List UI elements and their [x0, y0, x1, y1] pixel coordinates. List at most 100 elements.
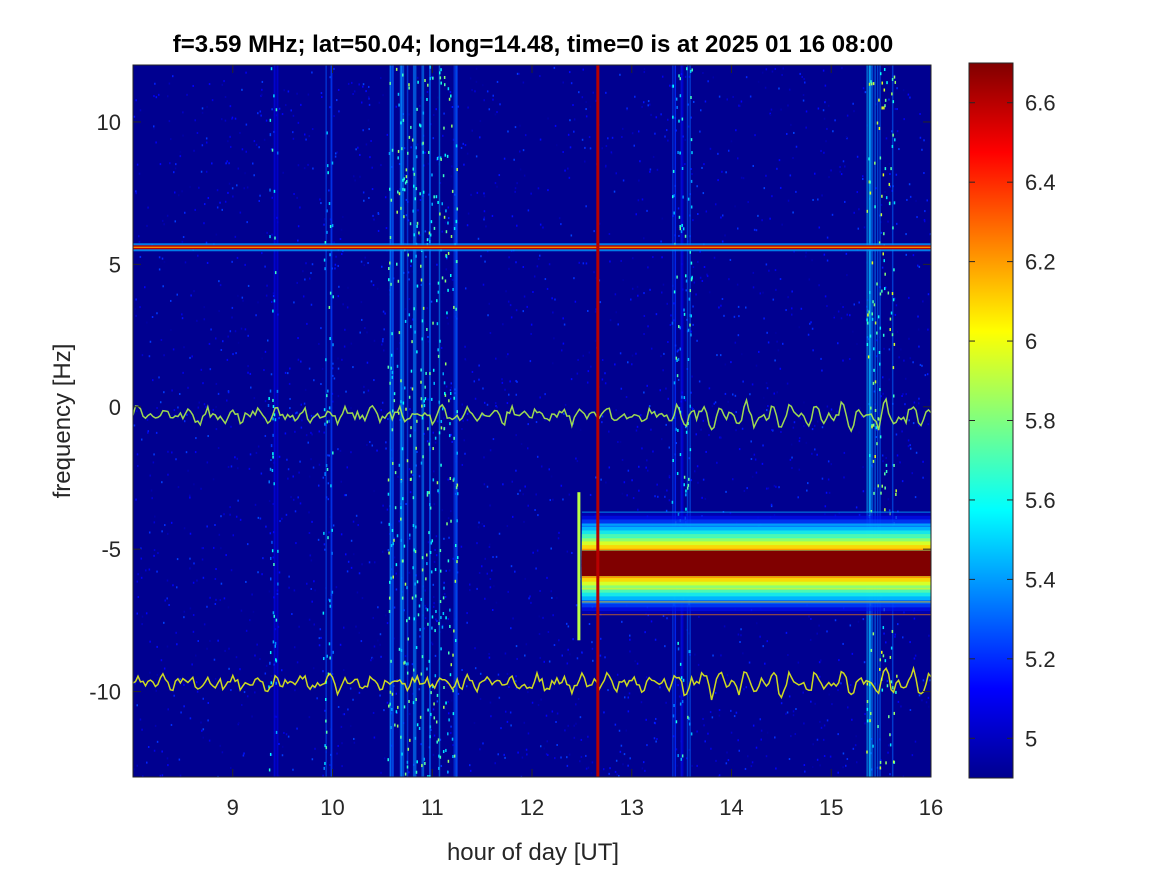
noise-speckle — [773, 392, 775, 395]
noise-speckle — [631, 363, 633, 366]
noise-speckle — [443, 537, 445, 540]
vertical-band-speckle — [398, 647, 401, 651]
vertical-band-speckle — [410, 470, 413, 474]
vertical-band-speckle — [431, 626, 433, 630]
noise-speckle — [901, 480, 904, 483]
noise-speckle — [520, 775, 523, 777]
noise-speckle — [329, 516, 331, 519]
noise-speckle — [268, 500, 271, 503]
vertical-band-speckle — [411, 387, 414, 391]
noise-speckle — [769, 217, 771, 220]
vertical-band-speckle — [324, 761, 326, 765]
vertical-band-speckle — [332, 295, 334, 299]
noise-speckle — [237, 294, 239, 297]
noise-speckle — [852, 102, 854, 105]
noise-speckle — [894, 633, 896, 636]
vertical-band-speckle — [884, 508, 886, 512]
noise-speckle — [174, 167, 177, 170]
noise-speckle — [398, 162, 401, 165]
noise-speckle — [607, 137, 609, 140]
noise-speckle — [328, 598, 330, 601]
vertical-band-speckle — [883, 259, 885, 263]
noise-speckle — [243, 187, 245, 190]
noise-speckle — [825, 140, 827, 143]
vertical-band-speckle — [428, 150, 430, 154]
vertical-band-speckle — [884, 272, 886, 276]
noise-speckle — [604, 656, 606, 659]
vertical-band-streak — [406, 65, 409, 777]
noise-speckle — [160, 339, 163, 342]
noise-speckle — [247, 371, 249, 374]
vertical-band-speckle — [271, 148, 274, 152]
noise-speckle — [383, 709, 385, 712]
noise-speckle — [450, 175, 453, 178]
vertical-band-speckle — [413, 184, 415, 188]
noise-speckle — [337, 88, 340, 91]
noise-speckle — [916, 264, 919, 267]
noise-speckle — [516, 657, 518, 660]
noise-speckle — [387, 549, 390, 552]
vertical-band-speckle — [397, 279, 400, 283]
noise-speckle — [542, 616, 544, 619]
noise-speckle — [905, 412, 907, 415]
vertical-band-speckle — [456, 519, 458, 523]
noise-speckle — [474, 90, 476, 93]
vertical-band-speckle — [869, 290, 871, 294]
vertical-band-speckle — [325, 719, 327, 723]
vertical-band-speckle — [323, 766, 325, 770]
vertical-band-speckle — [682, 227, 685, 231]
noise-speckle — [485, 225, 487, 228]
noise-speckle — [300, 360, 302, 363]
noise-speckle — [297, 337, 299, 340]
noise-speckle — [546, 287, 549, 290]
vertical-band-speckle — [690, 261, 693, 265]
noise-speckle — [504, 388, 506, 391]
noise-speckle — [384, 312, 386, 315]
noise-speckle — [246, 695, 249, 698]
noise-speckle — [693, 470, 696, 473]
noise-speckle — [153, 95, 155, 98]
noise-speckle — [929, 399, 931, 402]
noise-speckle — [356, 591, 359, 594]
vertical-band-speckle — [412, 496, 415, 500]
vertical-band-speckle — [433, 702, 435, 706]
noise-speckle — [192, 614, 195, 617]
noise-speckle — [324, 709, 326, 712]
noise-speckle — [882, 460, 884, 463]
noise-speckle — [215, 233, 218, 236]
y-tick-label: 5 — [109, 252, 121, 277]
noise-speckle — [923, 220, 926, 223]
vertical-band-speckle — [870, 648, 873, 652]
noise-speckle — [707, 80, 709, 83]
noise-speckle — [848, 358, 851, 361]
noise-speckle — [432, 137, 435, 140]
noise-speckle — [819, 720, 821, 723]
noise-speckle — [163, 667, 166, 670]
noise-speckle — [914, 740, 917, 743]
noise-speckle — [234, 235, 237, 238]
noise-speckle — [738, 448, 741, 451]
vertical-band-speckle — [410, 325, 412, 329]
noise-speckle — [259, 658, 261, 661]
noise-speckle — [705, 210, 708, 213]
noise-speckle — [227, 391, 230, 394]
vertical-band-speckle — [397, 156, 399, 160]
noise-speckle — [861, 178, 864, 181]
noise-speckle — [371, 166, 373, 169]
vertical-band-speckle — [398, 463, 401, 467]
noise-speckle — [508, 393, 510, 396]
noise-speckle — [439, 181, 442, 184]
vertical-band-speckle — [435, 720, 438, 724]
noise-speckle — [883, 664, 886, 667]
noise-speckle — [215, 382, 218, 385]
noise-speckle — [411, 318, 414, 321]
noise-speckle — [430, 300, 433, 303]
noise-speckle — [346, 466, 349, 469]
noise-speckle — [137, 573, 139, 576]
noise-speckle — [494, 402, 497, 405]
noise-speckle — [898, 148, 900, 151]
noise-speckle — [312, 667, 315, 670]
noise-speckle — [251, 593, 253, 596]
noise-speckle — [896, 130, 899, 133]
vertical-band-speckle — [438, 622, 440, 626]
